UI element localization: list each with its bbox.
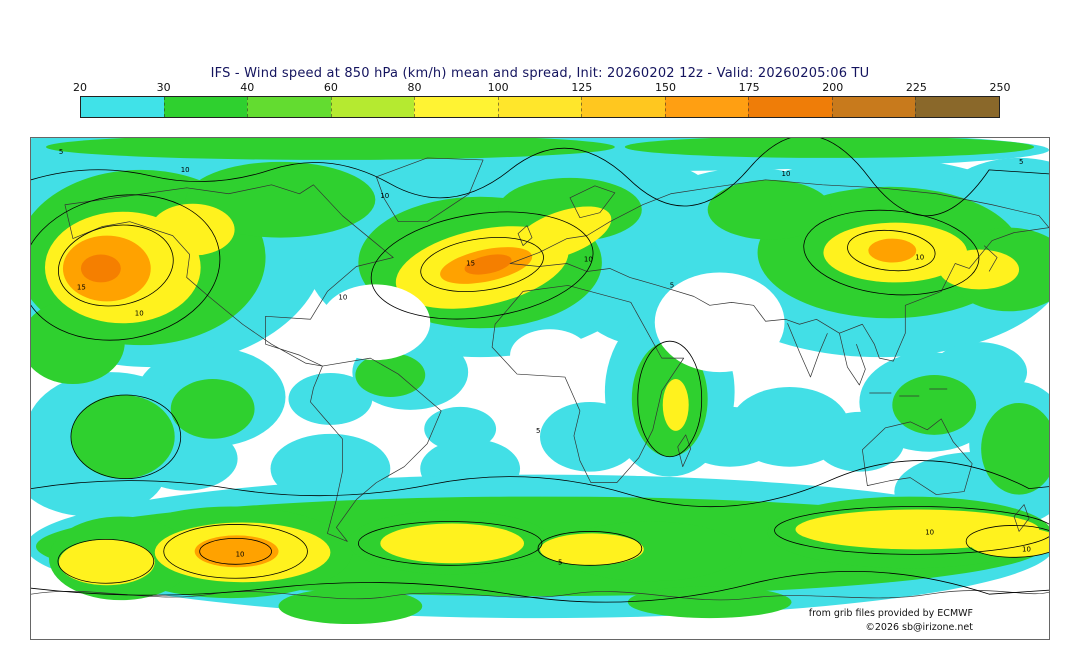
credit-source: from grib files provided by ECMWF [808, 607, 973, 619]
contour-label: 5 [59, 148, 63, 156]
colorbar-tick-label: 125 [571, 81, 593, 94]
contour-label: 10 [135, 309, 144, 317]
colorbar-segment [831, 97, 916, 117]
contour-label: 10 [925, 528, 934, 536]
credit-copyright: ©2026 sb@irizone.net [865, 622, 973, 634]
contour-label: 5 [536, 427, 540, 435]
colorbar-segment [664, 97, 749, 117]
colorbar-tick-label: 100 [487, 81, 509, 94]
colorbar: 20 30 40 60 80 100 125 150 175 200 225 250 [73, 81, 1011, 118]
colorbar-segment [81, 97, 164, 117]
colorbar-segment [915, 97, 1000, 117]
colorbar-segment [748, 97, 832, 117]
world-map-frame: 5 10 10 15 10 15 10 10 5 10 5 10 5 10 10 10 5 from grib … [30, 137, 1050, 640]
contour-label: 10 [782, 170, 791, 178]
colorbar-segment [414, 97, 498, 117]
colorbar-tick-label: 80 [407, 81, 422, 94]
credits: from grib files provided by ECMWF ©2026 … [809, 607, 973, 636]
colorbar-segments [80, 96, 1000, 118]
colorbar-segment [163, 97, 248, 117]
contour-label: 10 [181, 166, 190, 174]
contour-labels: 5 10 10 15 10 15 10 10 5 10 5 10 5 10 10 10 5 [59, 148, 1031, 566]
contour-label: 5 [558, 558, 562, 566]
contour-label: 5 [1019, 158, 1023, 166]
colorbar-tick-label: 150 [654, 81, 676, 94]
contour-label: 10 [915, 254, 924, 262]
contour-label: 10 [1022, 545, 1031, 553]
colorbar-tick-label: 200 [822, 81, 844, 94]
contour-label: 10 [338, 293, 347, 301]
map-title: IFS - Wind speed at 850 hPa (km/h) mean … [210, 66, 870, 81]
fill-layer-calm-gaps [320, 272, 785, 382]
fill-layer-deep-orange [80, 254, 512, 283]
contour-label: 15 [466, 259, 475, 267]
colorbar-tick-label: 30 [156, 81, 171, 94]
colorbar-tick-label: 60 [323, 81, 338, 94]
spread-contours [31, 138, 1049, 603]
wind-speed-map: 5 10 10 15 10 15 10 10 5 10 5 10 5 10 10 10 5 [31, 138, 1049, 625]
colorbar-tick-label: 40 [240, 81, 255, 94]
colorbar-tick-label: 20 [73, 81, 87, 94]
contour-label: 15 [77, 283, 86, 291]
contour-label: 10 [380, 192, 389, 200]
coastlines [31, 157, 1049, 601]
colorbar-segment [247, 97, 331, 117]
colorbar-segment [497, 97, 582, 117]
colorbar-segment [330, 97, 415, 117]
colorbar-tick-label: 175 [738, 81, 760, 94]
colorbar-tick-label: 225 [905, 81, 927, 94]
contour-label: 5 [670, 281, 674, 289]
colorbar-ticks: 20 30 40 60 80 100 125 150 175 200 225 250 [73, 81, 1011, 96]
contour-label: 10 [584, 256, 593, 264]
colorbar-segment [581, 97, 665, 117]
colorbar-tick-label: 250 [989, 81, 1011, 94]
contour-label: 10 [236, 550, 245, 558]
